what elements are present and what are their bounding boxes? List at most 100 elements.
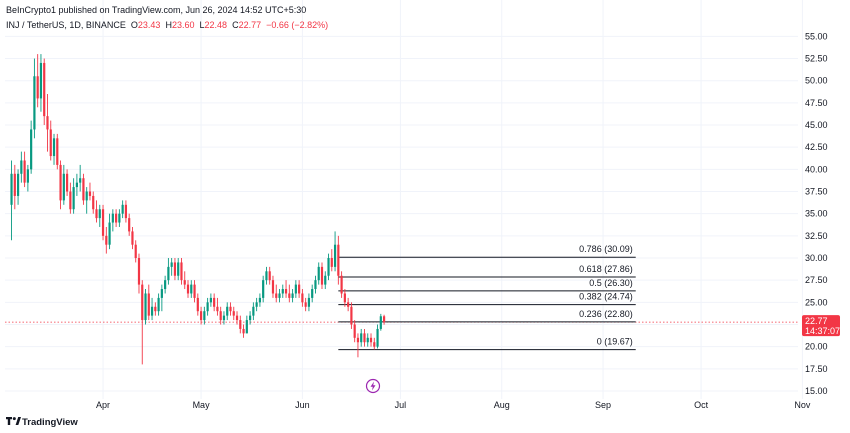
- x-tick-label: May: [193, 400, 211, 410]
- candle: [33, 58, 36, 139]
- candle: [327, 253, 330, 281]
- candle: [193, 280, 196, 303]
- candle: [124, 200, 128, 223]
- x-tick-label: Jun: [295, 400, 310, 410]
- candle: [49, 120, 52, 161]
- candle: [229, 302, 232, 316]
- fib-level-label: 0.618 (27.86): [579, 264, 633, 274]
- y-tick-label: 37.50: [805, 187, 828, 197]
- ohlc-change: −0.66 (−2.82%): [266, 20, 329, 30]
- candle: [147, 284, 150, 321]
- candle: [26, 164, 29, 192]
- candle: [111, 209, 114, 232]
- candle: [249, 311, 252, 325]
- candle: [373, 337, 376, 350]
- candle: [115, 209, 118, 227]
- candle: [353, 320, 356, 343]
- candle: [324, 271, 327, 290]
- fib-level-label: 0.5 (26.30): [589, 278, 633, 288]
- y-tick-label: 55.00: [805, 31, 828, 41]
- chart-grid: [5, 0, 803, 399]
- candle: [118, 209, 121, 227]
- y-tick-label: 27.50: [805, 275, 828, 285]
- candle: [16, 169, 20, 205]
- candle: [294, 280, 297, 298]
- symbol-name: INJ / TetherUS, 1D, BINANCE: [6, 20, 126, 30]
- candle: [137, 253, 141, 294]
- candle: [183, 271, 186, 290]
- candle: [288, 284, 291, 303]
- y-tick-label: 15.00: [805, 386, 828, 396]
- candle: [59, 160, 62, 210]
- candle: [311, 284, 314, 303]
- candle: [36, 54, 39, 108]
- x-tick-label: Apr: [96, 400, 110, 410]
- candle: [43, 58, 46, 126]
- candle: [284, 280, 288, 298]
- candle: [56, 133, 59, 170]
- candle: [304, 297, 307, 312]
- candle: [278, 289, 281, 303]
- ohlc-open: O23.43: [130, 20, 161, 30]
- candle: [39, 54, 43, 112]
- candle: [258, 293, 262, 307]
- tradingview-logo-icon: [6, 417, 21, 425]
- candle: [209, 293, 212, 307]
- ohlc-close: C22.77: [232, 20, 262, 30]
- y-tick-label: 32.50: [805, 231, 828, 241]
- time-axis: Apr May Jun Jul Aug Sep Oct Nov: [96, 400, 811, 410]
- candle: [320, 262, 324, 290]
- candle: [173, 258, 177, 281]
- candle: [268, 266, 271, 285]
- candle: [62, 164, 65, 205]
- x-tick-label: Jul: [395, 400, 407, 410]
- y-tick-label: 45.00: [805, 120, 828, 130]
- fib-level-label: 0.382 (24.74): [579, 292, 633, 302]
- candle: [52, 133, 56, 165]
- candle: [350, 302, 353, 329]
- candle: [219, 306, 222, 325]
- lightning-icon[interactable]: [365, 378, 381, 394]
- candle: [252, 302, 255, 321]
- symbol-legend: INJ / TetherUS, 1D, BINANCE O23.43 H23.6…: [6, 20, 328, 30]
- ohlc-low: L22.48: [199, 20, 228, 30]
- candle: [95, 200, 98, 223]
- candlestick-series: [10, 54, 386, 365]
- fibonacci-retracement[interactable]: 0.786 (30.09) 0.618 (27.86) 0.5 (26.30) 0.3…: [338, 244, 636, 351]
- candle: [105, 226, 108, 254]
- y-tick-label: 40.00: [805, 164, 828, 174]
- y-tick-label: 25.00: [805, 297, 828, 307]
- x-tick-label: Oct: [694, 400, 709, 410]
- published-caption: BeInCrypto1 published on TradingView.com…: [6, 5, 306, 15]
- candle: [20, 151, 23, 183]
- candle: [265, 266, 268, 285]
- candle: [144, 289, 147, 325]
- candle: [167, 258, 170, 285]
- candle: [314, 275, 317, 294]
- candle: [186, 280, 190, 298]
- badge-price: 22.77: [805, 316, 828, 326]
- candle: [108, 213, 111, 250]
- candle: [255, 297, 258, 312]
- candle: [13, 164, 16, 210]
- candle: [343, 289, 346, 307]
- published-text: BeInCrypto1 published on TradingView.com…: [6, 5, 307, 15]
- fib-level-label: 0 (19.67): [597, 337, 633, 347]
- candle: [369, 333, 373, 347]
- candle: [180, 258, 183, 285]
- x-tick-label: Aug: [494, 400, 510, 410]
- candle: [85, 187, 88, 214]
- candle: [226, 302, 229, 321]
- candle: [245, 315, 248, 334]
- candle: [128, 213, 131, 236]
- candle: [271, 275, 275, 298]
- candle: [88, 182, 92, 201]
- candle: [235, 311, 239, 325]
- badge-countdown: 14:37:07: [805, 326, 840, 336]
- y-tick-label: 20.00: [805, 342, 828, 352]
- candle: [307, 293, 311, 312]
- candle: [298, 280, 301, 298]
- candle: [376, 324, 379, 349]
